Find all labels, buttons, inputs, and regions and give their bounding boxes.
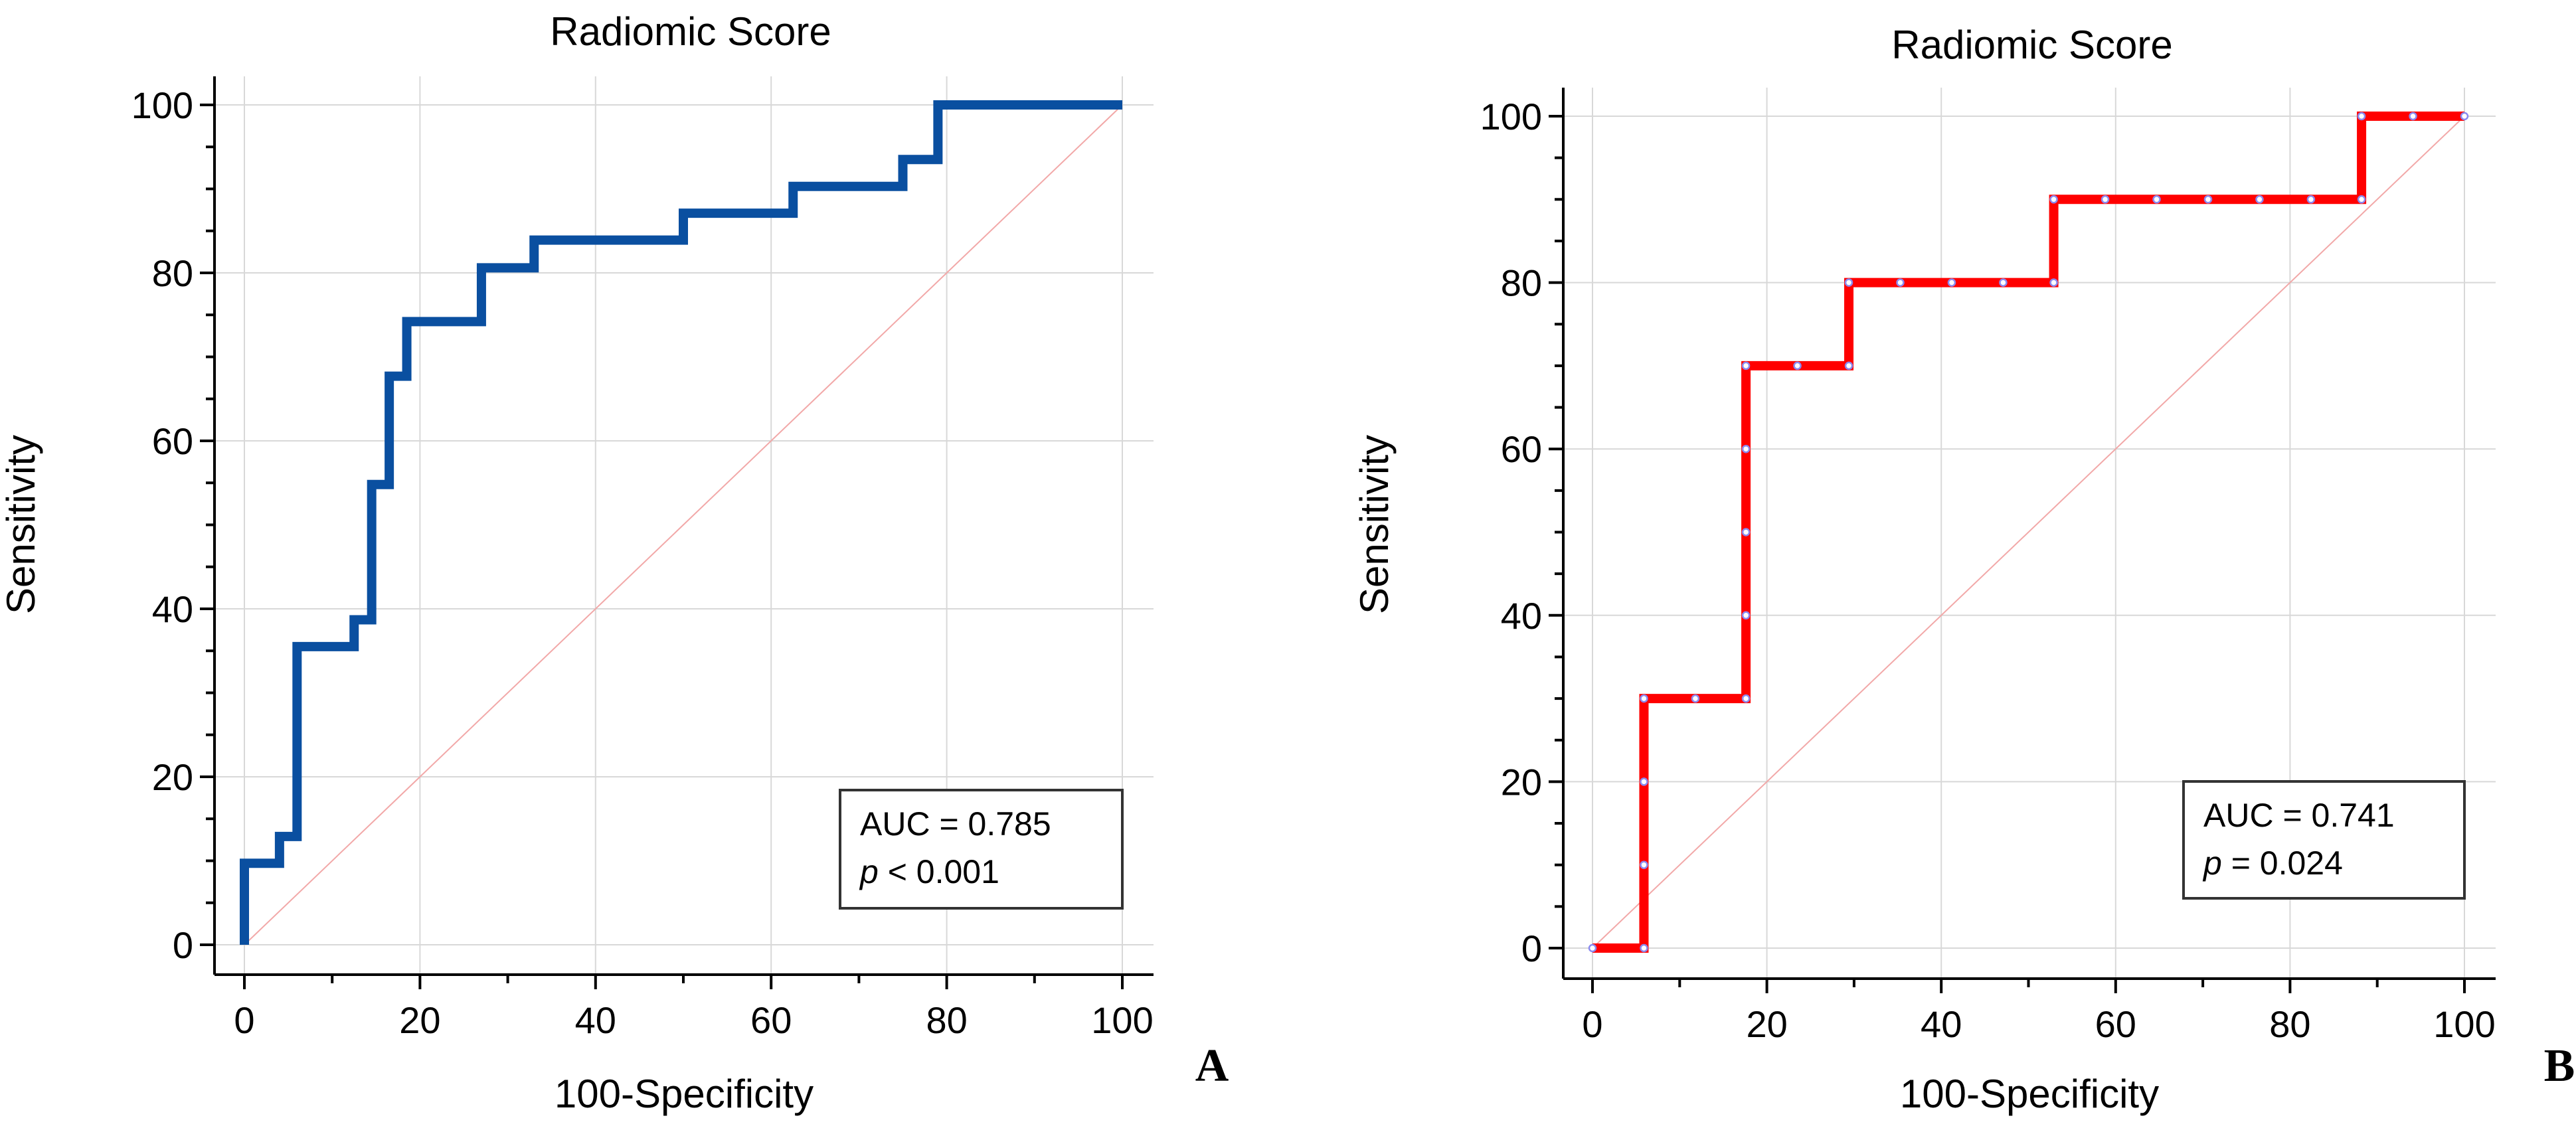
chart-a-p-value-text: p < 0.001 (859, 853, 999, 890)
chart-b-y-tick-label-1: 20 (1501, 761, 1542, 803)
chart-b-roc-point-0 (1588, 943, 1597, 953)
chart-a-x-tick-label-1: 20 (399, 999, 440, 1041)
chart-b-auc-text: AUC = 0.741 (2203, 797, 2395, 834)
chart-b-roc-point-15 (1947, 278, 1956, 287)
chart-a-x-tick-label-4: 80 (926, 999, 967, 1041)
chart-a-title: Radiomic Score (550, 9, 831, 54)
chart-b-roc-point-7 (1741, 611, 1751, 620)
chart-a-x-tick-label-0: 0 (234, 999, 254, 1041)
chart-a-y-tick-label-4: 80 (152, 252, 193, 294)
chart-b: 0 20 40 60 80 100 0 20 40 60 80 100 Radiomic Score 10… (1352, 23, 2575, 1116)
chart-b-x-tick-label-3: 60 (2095, 1003, 2136, 1045)
chart-b-y-tick-label-4: 80 (1501, 262, 1542, 304)
chart-b-roc-point-6 (1741, 694, 1751, 703)
chart-b-roc-point-14 (1896, 278, 1905, 287)
chart-b-roc-point-12 (1844, 361, 1853, 370)
chart-b-y-tick-label-5: 100 (1480, 96, 1542, 137)
chart-b-roc-point-19 (2101, 195, 2110, 204)
chart-b-roc-point-3 (1640, 777, 1648, 786)
chart-a-y-tick-label-0: 0 (173, 924, 193, 966)
chart-a-x-tick-label-2: 40 (575, 999, 616, 1041)
chart-b-roc-point-10 (1741, 361, 1751, 370)
chart-b-roc-point-26 (2409, 112, 2417, 121)
chart-a-stats-box (839, 789, 1124, 910)
chart-b-roc-point-2 (1640, 860, 1648, 869)
chart-a-y-tick-label-2: 40 (152, 588, 193, 630)
chart-b-roc-curve-0 (1592, 112, 2464, 953)
chart-b-roc-point-22 (2255, 195, 2264, 204)
chart-a-x-axis-label: 100-Specificity (555, 1072, 814, 1116)
chart-a-y-tick-label-5: 100 (131, 84, 193, 126)
chart-b-x-tick-label-1: 20 (1746, 1003, 1787, 1045)
chart-b-roc-point-18 (2049, 195, 2058, 204)
chart-b-roc-point-24 (2357, 195, 2366, 204)
chart-b-roc-point-27 (2460, 112, 2469, 121)
chart-b-roc-point-16 (1999, 278, 2008, 287)
chart-b-roc-point-23 (2306, 195, 2316, 204)
chart-b-roc-point-5 (1691, 694, 1700, 703)
chart-b-title: Radiomic Score (1891, 23, 2173, 67)
chart-a-y-axis-label: Sensitivity (0, 435, 43, 614)
chart-b-roc-point-17 (2049, 278, 2058, 287)
chart-b-x-tick-label-5: 100 (2433, 1003, 2495, 1045)
chart-b-y-tick-label-2: 40 (1501, 595, 1542, 637)
chart-b-roc-point-21 (2203, 195, 2213, 204)
chart-b-p-symbol: p (2202, 845, 2222, 882)
chart-b-x-tick-label-0: 0 (1582, 1003, 1602, 1045)
chart-a-x-tick-label-3: 60 (750, 999, 792, 1041)
chart-a-panel-label: A (1195, 1040, 1229, 1092)
chart-b-y-axis-label: Sensitivity (1352, 435, 1397, 614)
chart-a-p-value: < 0.001 (879, 853, 999, 890)
chart-b-panel-label: B (2544, 1040, 2575, 1092)
chart-b-roc-point-8 (1741, 528, 1751, 536)
chart-a-y-tick-label-3: 60 (152, 420, 193, 462)
chart-b-stats-box (2182, 780, 2466, 900)
chart-b-x-tick-label-4: 80 (2269, 1003, 2310, 1045)
chart-a-y-tick-label-1: 20 (152, 756, 193, 798)
chart-b-roc-point-13 (1844, 278, 1853, 287)
chart-a: 0 20 40 60 80 100 0 20 40 60 80 100 Radiomic Score 10… (0, 9, 1229, 1116)
chart-b-x-axis-label: 100-Specificity (1900, 1072, 2159, 1116)
chart-b-y-tick-label-0: 0 (1521, 928, 1542, 969)
chart-b-y-tick-label-3: 60 (1501, 428, 1542, 470)
chart-b-roc-point-11 (1793, 361, 1802, 370)
chart-b-p-value-text: p = 0.024 (2202, 845, 2343, 882)
chart-b-reference-diagonal (1592, 116, 2465, 949)
chart-b-roc-point-1 (1640, 943, 1648, 953)
chart-a-auc-text: AUC = 0.785 (860, 805, 1051, 843)
chart-b-p-value: = 0.024 (2222, 845, 2343, 882)
chart-b-roc-point-25 (2357, 112, 2366, 121)
chart-a-roc-curve-0 (240, 100, 1122, 945)
chart-a-reference-diagonal (244, 104, 1123, 945)
chart-b-roc-point-4 (1640, 694, 1648, 703)
chart-a-p-symbol: p (859, 853, 879, 890)
chart-b-roc-point-9 (1741, 444, 1751, 453)
chart-b-roc-point-20 (2152, 195, 2161, 204)
chart-a-x-tick-label-5: 100 (1091, 999, 1153, 1041)
chart-b-x-tick-label-2: 40 (1921, 1003, 1962, 1045)
